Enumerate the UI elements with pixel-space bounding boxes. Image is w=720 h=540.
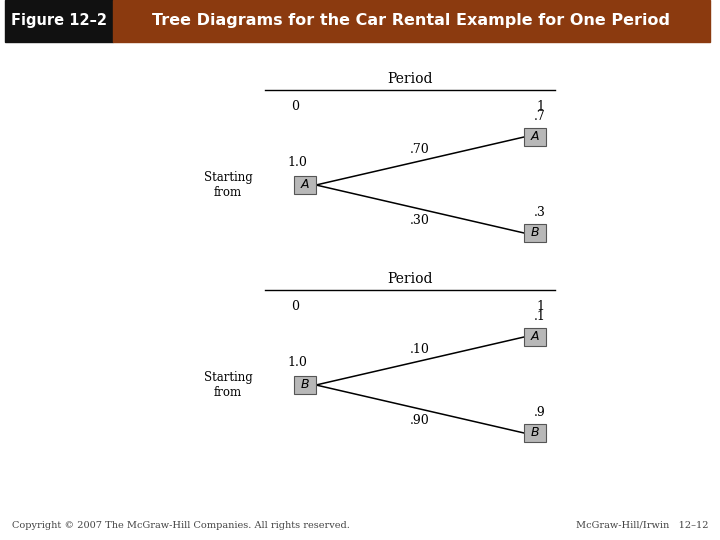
Text: Copyright © 2007 The McGraw-Hill Companies. All rights reserved.: Copyright © 2007 The McGraw-Hill Compani… bbox=[12, 521, 350, 530]
Text: 1: 1 bbox=[536, 100, 544, 113]
Text: .3: .3 bbox=[534, 206, 546, 219]
Text: A: A bbox=[531, 330, 539, 343]
Text: Figure 12–2: Figure 12–2 bbox=[11, 14, 107, 29]
Text: Period: Period bbox=[387, 272, 433, 286]
Bar bbox=[113, 0, 710, 42]
FancyBboxPatch shape bbox=[524, 224, 546, 242]
FancyBboxPatch shape bbox=[524, 424, 546, 442]
FancyBboxPatch shape bbox=[294, 376, 316, 394]
Text: .10: .10 bbox=[410, 343, 430, 356]
Text: 1.0: 1.0 bbox=[287, 356, 307, 369]
FancyBboxPatch shape bbox=[294, 176, 316, 194]
Text: McGraw-Hill/Irwin   12–12: McGraw-Hill/Irwin 12–12 bbox=[575, 521, 708, 530]
Text: .90: .90 bbox=[410, 414, 430, 427]
Text: .1: .1 bbox=[534, 310, 546, 323]
Text: 0: 0 bbox=[291, 100, 299, 113]
Text: 1.0: 1.0 bbox=[287, 157, 307, 170]
Text: .7: .7 bbox=[534, 111, 546, 124]
Text: B: B bbox=[531, 226, 539, 240]
Text: .9: .9 bbox=[534, 407, 546, 420]
Text: .30: .30 bbox=[410, 214, 430, 227]
Text: A: A bbox=[531, 131, 539, 144]
Text: Period: Period bbox=[387, 72, 433, 86]
FancyBboxPatch shape bbox=[524, 128, 546, 146]
Text: 1: 1 bbox=[536, 300, 544, 314]
Text: Starting
from: Starting from bbox=[204, 371, 253, 399]
Bar bbox=[5, 0, 113, 42]
FancyBboxPatch shape bbox=[524, 328, 546, 346]
Text: .70: .70 bbox=[410, 143, 430, 156]
Text: A: A bbox=[301, 179, 310, 192]
Text: B: B bbox=[531, 427, 539, 440]
Text: B: B bbox=[301, 379, 310, 392]
Text: Tree Diagrams for the Car Rental Example for One Period: Tree Diagrams for the Car Rental Example… bbox=[153, 14, 670, 29]
Text: 0: 0 bbox=[291, 300, 299, 314]
Text: Starting
from: Starting from bbox=[204, 171, 253, 199]
